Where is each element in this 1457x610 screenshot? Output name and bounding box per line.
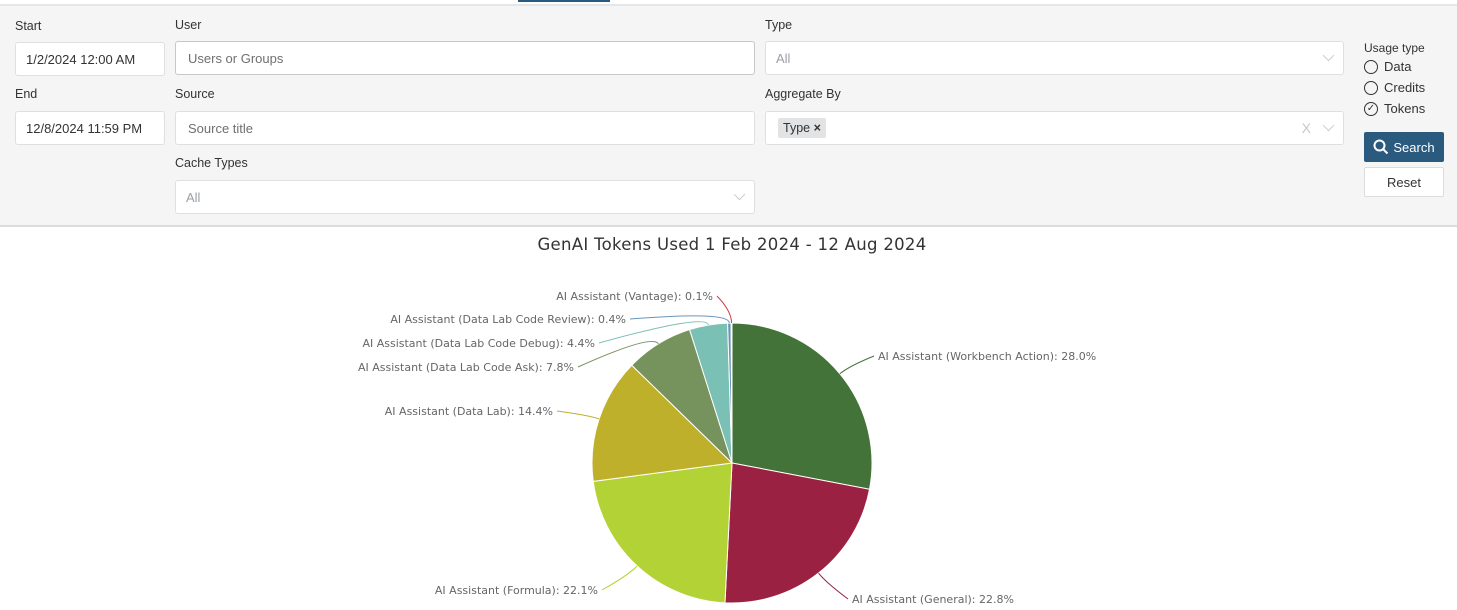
- source-label: Source: [175, 87, 215, 101]
- radio-icon: [1364, 59, 1378, 74]
- reset-button[interactable]: Reset: [1364, 167, 1444, 197]
- connector-line: [601, 565, 638, 591]
- type-value: All: [776, 50, 791, 66]
- data-label: AI Assistant (Data Lab Code Review): 0.4…: [390, 313, 626, 326]
- connector-line: [556, 410, 600, 420]
- end-date-value: 12/8/2024 11:59 PM: [26, 120, 143, 136]
- data-label: AI Assistant (Data Lab Code Ask): 7.8%: [358, 361, 574, 374]
- aggregate-by-select[interactable]: Type × X: [765, 111, 1344, 145]
- search-icon: [1373, 139, 1389, 155]
- aggregate-chip-type: Type ×: [778, 118, 826, 138]
- source-input[interactable]: Source title: [175, 111, 755, 145]
- data-label: AI Assistant (Data Lab): 14.4%: [385, 405, 553, 418]
- radio-label: Tokens: [1384, 101, 1426, 116]
- data-label: AI Assistant (General): 22.8%: [852, 593, 1014, 606]
- start-label: Start: [15, 19, 42, 33]
- connector-line: [839, 355, 875, 375]
- pie-slice[interactable]: [730, 322, 733, 464]
- filter-panel: Start 1/2/2024 12:00 AM End 12/8/2024 11…: [0, 6, 1457, 227]
- type-label: Type: [765, 18, 793, 32]
- end-label: End: [15, 87, 38, 101]
- connector-line: [577, 341, 659, 368]
- aggregate-by-label: Aggregate By: [765, 87, 841, 101]
- connector-line: [598, 321, 709, 344]
- tab-strip-divider: [0, 4, 1457, 6]
- pie-slice[interactable]: [591, 364, 734, 482]
- active-tab-indicator: [518, 0, 610, 2]
- radio-tokens[interactable]: ✓ Tokens: [1364, 101, 1425, 116]
- chart-title: GenAI Tokens Used 1 Feb 2024 - 12 Aug 20…: [537, 235, 927, 254]
- pie-slice[interactable]: [731, 322, 873, 490]
- cache-types-value: All: [186, 189, 201, 205]
- pie-slice[interactable]: [724, 462, 871, 604]
- user-placeholder: Users or Groups: [188, 50, 284, 66]
- user-label: User: [175, 18, 202, 32]
- radio-label: Data: [1384, 59, 1412, 74]
- radio-label: Credits: [1384, 80, 1426, 95]
- radio-checked-icon: ✓: [1364, 101, 1378, 116]
- reset-label: Reset: [1387, 174, 1421, 190]
- chip-remove-icon[interactable]: ×: [813, 121, 821, 135]
- cache-types-label: Cache Types: [175, 156, 248, 170]
- radio-icon: [1364, 80, 1378, 95]
- connector-line: [716, 295, 733, 324]
- user-input[interactable]: Users or Groups: [175, 41, 755, 75]
- search-button[interactable]: Search: [1364, 132, 1444, 162]
- end-date-input[interactable]: 12/8/2024 11:59 PM: [15, 111, 165, 145]
- data-label: AI Assistant (Workbench Action): 28.0%: [878, 350, 1096, 363]
- search-label: Search: [1393, 139, 1435, 155]
- data-label: AI Assistant (Data Lab Code Debug): 4.4%: [362, 337, 595, 350]
- start-date-input[interactable]: 1/2/2024 12:00 AM: [15, 42, 165, 76]
- connector-line: [818, 572, 849, 600]
- radio-data[interactable]: Data: [1364, 59, 1411, 74]
- start-date-value: 1/2/2024 12:00 AM: [26, 51, 136, 67]
- chip-label: Type: [783, 121, 811, 135]
- pie-slice[interactable]: [592, 462, 733, 604]
- type-select[interactable]: All: [765, 41, 1344, 75]
- source-placeholder: Source title: [188, 120, 254, 136]
- data-label: AI Assistant (Vantage): 0.1%: [556, 290, 713, 303]
- radio-credits[interactable]: Credits: [1364, 80, 1425, 95]
- clear-icon[interactable]: X: [1301, 120, 1311, 136]
- cache-types-select[interactable]: All: [175, 180, 755, 214]
- data-label: AI Assistant (Formula): 22.1%: [435, 584, 598, 597]
- connector-line: [629, 315, 730, 324]
- usage-type-label: Usage type: [1364, 41, 1425, 55]
